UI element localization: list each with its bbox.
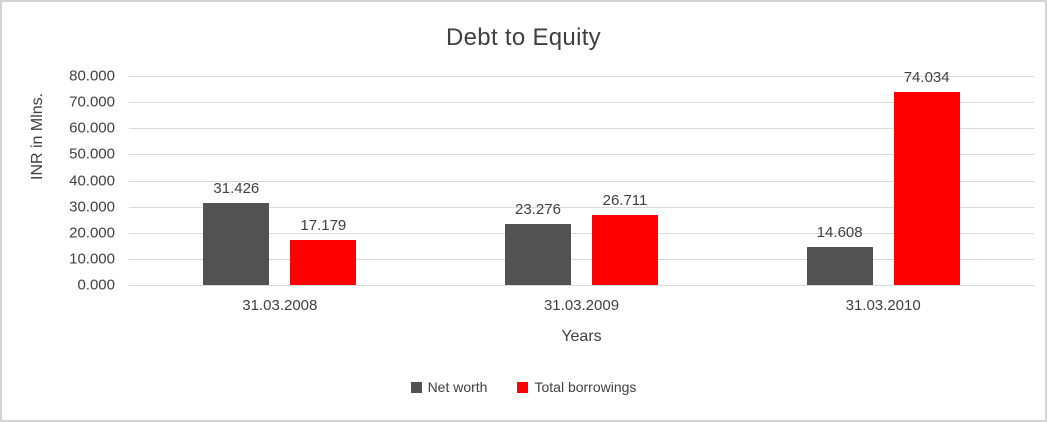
y-tick-label: 60.000 xyxy=(69,119,115,137)
gridline xyxy=(129,102,1034,104)
legend-label: Net worth xyxy=(427,379,488,395)
gridline xyxy=(129,232,1034,234)
x-category-label: 31.03.2010 xyxy=(845,297,921,314)
bar-total-borrowings xyxy=(592,215,658,285)
y-tick-label: 80.000 xyxy=(69,67,115,85)
legend-marker-icon xyxy=(517,381,529,393)
legend-item-net-worth: Net worth xyxy=(410,379,488,395)
y-tick-label: 70.000 xyxy=(69,93,115,111)
bar-data-label: 26.711 xyxy=(602,192,648,210)
legend: Net worth Total borrowings xyxy=(2,379,1045,395)
bar-net-worth xyxy=(505,224,571,285)
y-axis-tick-labels: 0.000 10.000 20.000 30.000 40.000 50.000 60.00… xyxy=(2,2,115,420)
bar-net-worth xyxy=(806,246,873,285)
gridline xyxy=(129,258,1034,260)
bar-data-label: 74.034 xyxy=(903,68,950,86)
bar-total-borrowings xyxy=(290,240,357,285)
y-tick-label: 10.000 xyxy=(69,250,115,268)
legend-label: Total borrowings xyxy=(534,379,637,395)
bar-data-label: 14.608 xyxy=(816,223,863,241)
y-tick-label: 20.000 xyxy=(69,224,115,242)
gridline xyxy=(129,76,1034,77)
bar-total-borrowings xyxy=(893,91,960,285)
y-tick-label: 40.000 xyxy=(69,172,115,189)
gridline xyxy=(129,206,1034,208)
legend-marker-icon xyxy=(410,381,422,393)
x-axis-title: Years xyxy=(561,328,602,345)
bar-net-worth xyxy=(203,202,270,285)
y-tick-label: 30.000 xyxy=(69,198,115,216)
legend-item-total-borrowings: Total borrowings xyxy=(517,379,636,395)
x-axis-category-labels: 31.03.2008 31.03.2009 31.03.2010 xyxy=(129,297,1034,317)
x-category-label: 31.03.2009 xyxy=(543,297,620,314)
x-category-label: 31.03.2008 xyxy=(242,297,318,314)
bar-data-label: 31.426 xyxy=(213,179,260,197)
y-tick-label: 50.000 xyxy=(69,145,115,163)
bar-data-label: 23.276 xyxy=(515,201,561,219)
gridline xyxy=(129,285,1034,286)
gridline xyxy=(129,154,1034,156)
y-tick-label: 0.000 xyxy=(77,276,115,294)
bar-data-label: 17.179 xyxy=(300,217,347,235)
chart-title: Debt to Equity xyxy=(446,24,601,51)
plot-area: 31.426 17.179 23.276 26.711 14.608 74.034 xyxy=(129,69,1034,286)
gridline xyxy=(129,128,1034,130)
gridline xyxy=(129,180,1034,182)
